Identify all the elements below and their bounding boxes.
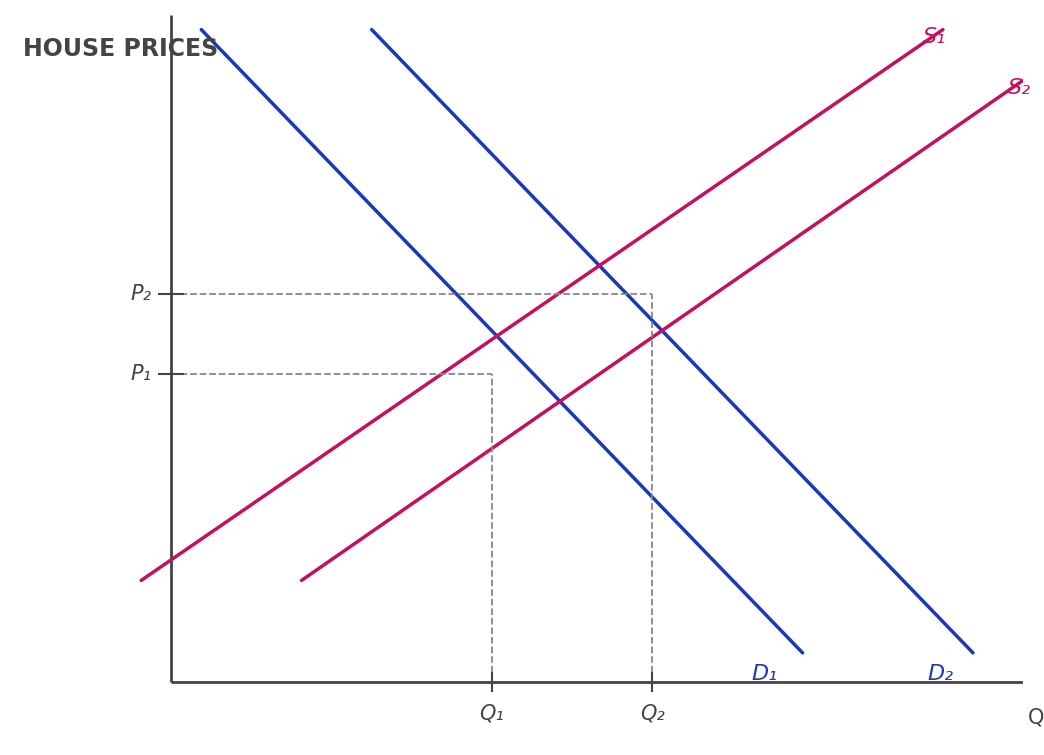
Text: Q/ month: Q/ month <box>1028 707 1044 727</box>
Text: S₁: S₁ <box>923 27 946 47</box>
Text: P₁: P₁ <box>130 364 151 384</box>
Text: Q₁: Q₁ <box>479 704 504 723</box>
Text: D₁: D₁ <box>752 664 778 684</box>
Text: S₂: S₂ <box>1009 78 1031 97</box>
Text: Q₂: Q₂ <box>640 704 665 723</box>
Text: D₂: D₂ <box>927 664 953 684</box>
Text: P₂: P₂ <box>130 284 151 304</box>
Text: HOUSE PRICES: HOUSE PRICES <box>23 37 218 61</box>
